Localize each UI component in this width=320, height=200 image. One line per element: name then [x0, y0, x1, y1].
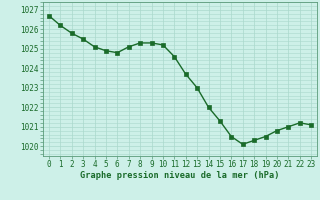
X-axis label: Graphe pression niveau de la mer (hPa): Graphe pression niveau de la mer (hPa) — [80, 171, 280, 180]
